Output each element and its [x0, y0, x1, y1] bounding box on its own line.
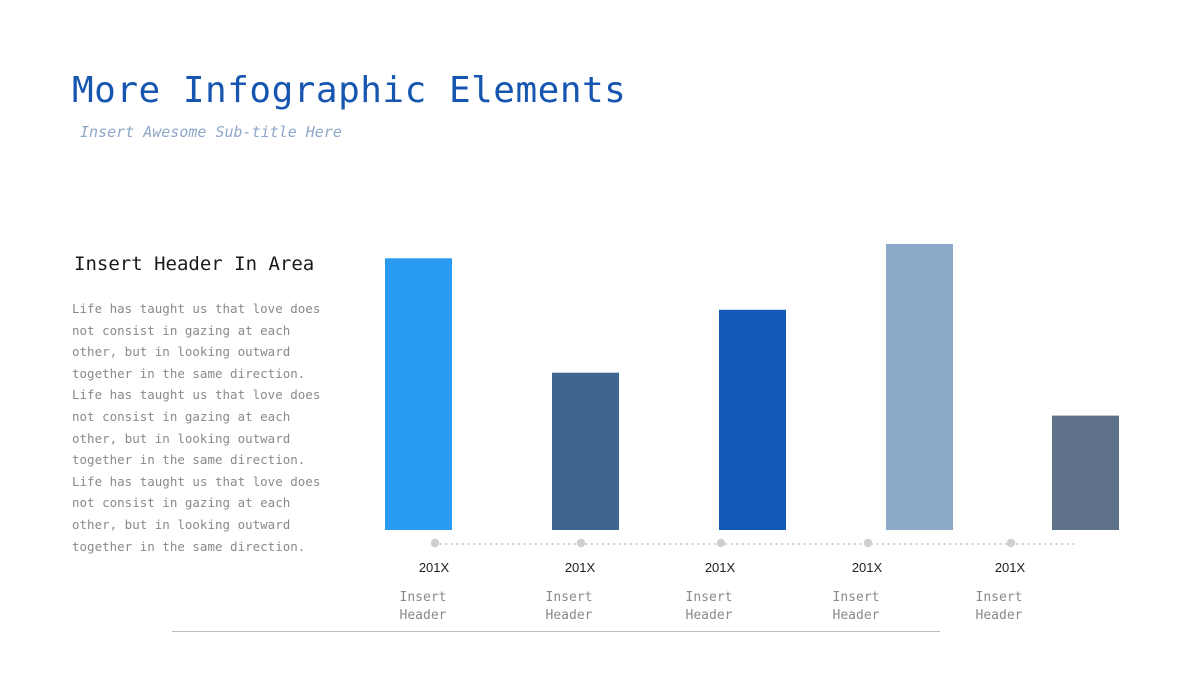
section-header: Insert Header In Area	[74, 253, 315, 275]
timeline-dot-1	[430, 538, 440, 548]
timeline-label-4-line1: Insert	[833, 590, 880, 605]
timeline-dot-4	[863, 538, 873, 548]
bar-2	[552, 372, 619, 530]
bar-3	[719, 309, 786, 530]
timeline-label-3-line2: Header	[686, 608, 733, 623]
timeline-year-3: 201X	[705, 560, 736, 575]
timeline-year-5: 201X	[995, 560, 1026, 575]
body-text: Life has taught us that love does not co…	[72, 301, 321, 554]
timeline-label-1-line1: Insert	[400, 590, 447, 605]
timeline-dot-3	[716, 538, 726, 548]
bar-4	[886, 244, 953, 530]
timeline-year-4: 201X	[852, 560, 883, 575]
timeline-dot-2	[576, 538, 586, 548]
timeline-label-3-line1: Insert	[686, 590, 733, 605]
timeline-label-2-line2: Header	[546, 608, 593, 623]
timeline-label-2-line1: Insert	[546, 590, 593, 605]
timeline-label-4-line2: Header	[833, 608, 880, 623]
timeline-dot-5	[1006, 538, 1016, 548]
slide-subtitle: Insert Awesome Sub-title Here	[80, 123, 342, 141]
timeline-year-1: 201X	[419, 560, 450, 575]
slide-title: More Infographic Elements	[72, 70, 627, 111]
timeline-label-5-line2: Header	[976, 608, 1023, 623]
timeline-year-2: 201X	[565, 560, 596, 575]
timeline-label-5-line1: Insert	[976, 590, 1023, 605]
bar-1	[385, 258, 452, 530]
bar-5	[1052, 415, 1119, 530]
timeline-label-1-line2: Header	[400, 608, 447, 623]
bottom-divider	[172, 631, 940, 632]
